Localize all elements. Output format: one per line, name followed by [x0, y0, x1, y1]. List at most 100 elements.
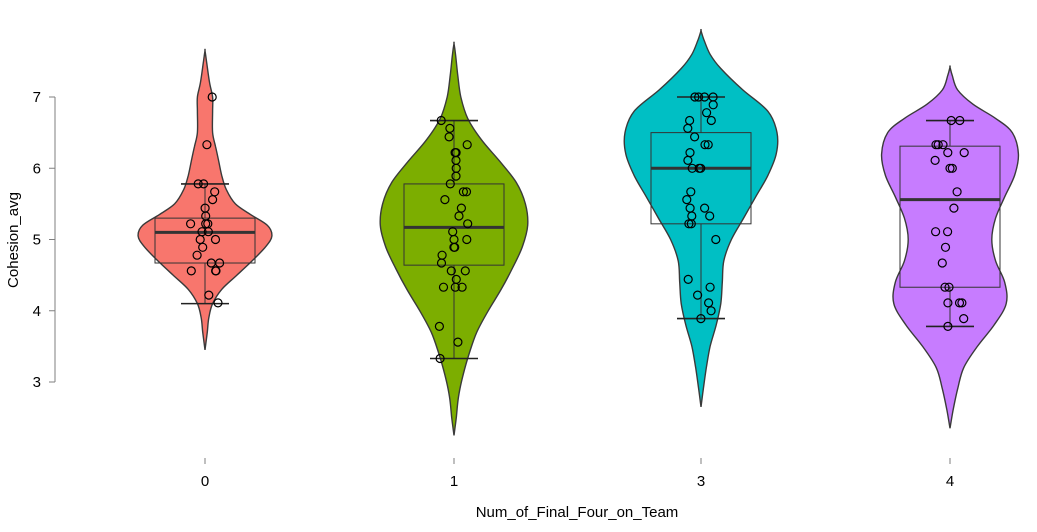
data-point — [192, 250, 202, 260]
data-point — [186, 219, 196, 229]
data-point — [686, 219, 696, 229]
data-point — [208, 195, 218, 205]
data-point — [213, 298, 223, 308]
violin-shape — [379, 41, 529, 436]
x-tick-label: 0 — [201, 473, 209, 490]
data-point — [933, 140, 943, 150]
data-point — [186, 266, 196, 276]
y-tick-label: 3 — [33, 374, 41, 391]
data-point — [930, 227, 941, 237]
data-point — [457, 282, 467, 292]
data-point — [946, 115, 956, 126]
data-point — [462, 234, 472, 245]
data-point — [684, 219, 694, 229]
data-point — [944, 282, 954, 292]
data-point — [706, 115, 716, 126]
data-point — [701, 108, 712, 118]
data-point — [438, 282, 449, 292]
data-point — [949, 203, 959, 213]
data-point — [943, 321, 953, 331]
data-point — [463, 219, 473, 229]
data-point — [703, 140, 713, 150]
data-point — [690, 92, 700, 102]
data-point — [453, 337, 463, 347]
x-tick-label: 4 — [946, 473, 954, 490]
data-point — [203, 227, 213, 237]
violin-group-3 — [623, 28, 779, 407]
data-point — [952, 187, 962, 197]
violins — [137, 28, 1020, 436]
data-point — [436, 258, 447, 268]
data-point — [689, 132, 700, 142]
violin-group-1 — [379, 41, 529, 436]
data-point — [693, 92, 704, 102]
data-point — [940, 282, 950, 292]
data-point — [462, 140, 472, 150]
data-point — [454, 211, 464, 221]
data-point — [211, 266, 221, 276]
iqr-box — [899, 145, 1001, 288]
iqr-box — [650, 132, 752, 225]
data-point — [942, 227, 953, 237]
data-point — [199, 179, 209, 189]
data-point — [440, 195, 450, 205]
data-point — [458, 187, 468, 197]
data-point — [699, 203, 710, 213]
data-point — [700, 140, 710, 150]
data-point — [434, 321, 444, 331]
data-point — [943, 298, 953, 308]
data-point — [451, 171, 461, 181]
violin-group-4 — [880, 65, 1020, 429]
data-point — [692, 290, 703, 300]
data-point — [940, 242, 951, 252]
data-point — [959, 148, 969, 158]
y-tick-label: 4 — [33, 303, 41, 320]
data-point — [703, 298, 714, 308]
data-point — [449, 242, 459, 252]
data-point — [694, 163, 704, 173]
data-point — [207, 92, 217, 102]
data-point — [930, 155, 940, 165]
x-tick-label: 3 — [697, 473, 705, 490]
data-point — [711, 234, 721, 245]
data-point — [436, 115, 446, 126]
data-point — [943, 148, 953, 158]
y-axis-title: Cohesion_avg — [5, 192, 22, 288]
data-point — [686, 187, 696, 197]
data-point — [705, 211, 715, 221]
data-point — [435, 353, 445, 364]
data-point — [959, 314, 969, 324]
data-point — [706, 306, 716, 316]
data-point — [957, 298, 967, 308]
data-point — [683, 274, 693, 284]
data-point — [683, 123, 693, 133]
data-point — [202, 140, 212, 150]
data-point — [938, 140, 948, 150]
data-point — [708, 100, 718, 110]
data-point — [937, 258, 947, 268]
data-point — [210, 234, 221, 245]
data-point — [204, 290, 214, 300]
data-point — [460, 266, 470, 276]
data-point — [450, 282, 460, 292]
y-tick-label: 6 — [33, 160, 41, 177]
iqr-box — [154, 217, 256, 264]
data-point — [461, 187, 472, 197]
y-tick-label: 5 — [33, 232, 41, 249]
data-point — [446, 266, 456, 276]
data-point — [193, 179, 203, 189]
data-point — [947, 163, 957, 173]
data-point — [696, 314, 706, 324]
y-tick-label: 7 — [33, 89, 41, 106]
data-point — [198, 242, 208, 252]
data-point — [705, 282, 715, 292]
violin-shape — [623, 28, 779, 407]
data-point — [683, 155, 693, 165]
data-point — [206, 258, 216, 268]
data-point — [444, 132, 454, 142]
violin-group-0 — [137, 48, 273, 350]
y-ticks: 3 4 5 6 7 — [33, 89, 55, 391]
data-point — [954, 298, 965, 308]
x-axis-title: Num_of_Final_Four_on_Team — [476, 504, 679, 521]
